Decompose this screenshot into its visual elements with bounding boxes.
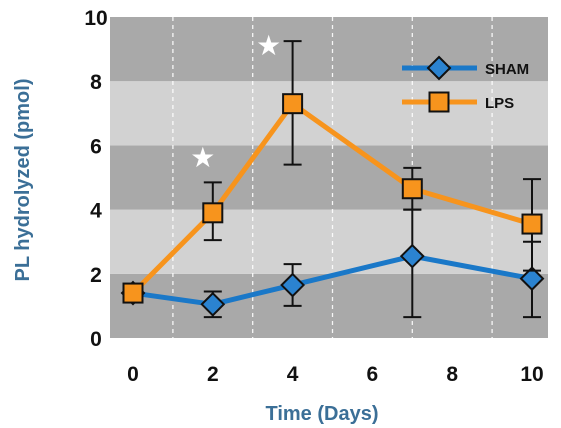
significance-star-1: ★ — [190, 141, 215, 174]
x-tick-10: 10 — [520, 363, 543, 386]
plot-band-8-10 — [110, 17, 548, 82]
legend: SHAM LPS — [402, 55, 529, 113]
legend-item-lps: LPS — [402, 91, 514, 113]
y-tick-8: 8 — [90, 71, 102, 94]
legend-marker-sham — [426, 55, 452, 81]
annotations: ★★ — [190, 29, 281, 174]
legend-label-sham: SHAM — [485, 61, 529, 78]
point-sham-10 — [519, 266, 545, 292]
point-lps-4 — [282, 93, 304, 115]
tick-labels: 0 2 4 6 8 10 0 2 4 6 8 10 — [84, 7, 543, 386]
series-layer — [120, 40, 545, 319]
plot-band-4-6 — [110, 145, 548, 210]
point-sham-7 — [399, 243, 425, 269]
y-tick-6: 6 — [90, 135, 102, 158]
x-tick-8: 8 — [446, 363, 458, 386]
legend-item-sham: SHAM — [402, 55, 529, 81]
x-tick-2: 2 — [207, 363, 219, 386]
x-axis-title: Time (Days) — [265, 403, 378, 425]
y-tick-0: 0 — [90, 328, 102, 351]
x-tick-6: 6 — [367, 363, 379, 386]
point-lps-0 — [122, 282, 144, 304]
legend-label-lps: LPS — [485, 95, 514, 112]
y-tick-2: 2 — [90, 264, 102, 287]
x-tick-0: 0 — [127, 363, 139, 386]
y-axis-title: PL hydrolyzed (pmol) — [12, 79, 34, 282]
point-sham-2 — [200, 291, 226, 317]
x-tick-4: 4 — [287, 363, 299, 386]
series-lps — [122, 40, 543, 304]
y-tick-4: 4 — [90, 200, 102, 223]
plot-band-6-8 — [110, 81, 548, 146]
point-lps-10 — [521, 213, 543, 235]
point-lps-7 — [401, 178, 423, 200]
point-lps-2 — [202, 202, 224, 224]
y-tick-10: 10 — [84, 7, 107, 30]
significance-star-2: ★ — [256, 29, 281, 62]
plot-band-0-2 — [110, 273, 548, 338]
plot-area — [110, 17, 548, 338]
legend-marker-lps — [428, 91, 450, 113]
point-sham-4 — [280, 272, 306, 298]
plot-band-2-4 — [110, 209, 548, 274]
